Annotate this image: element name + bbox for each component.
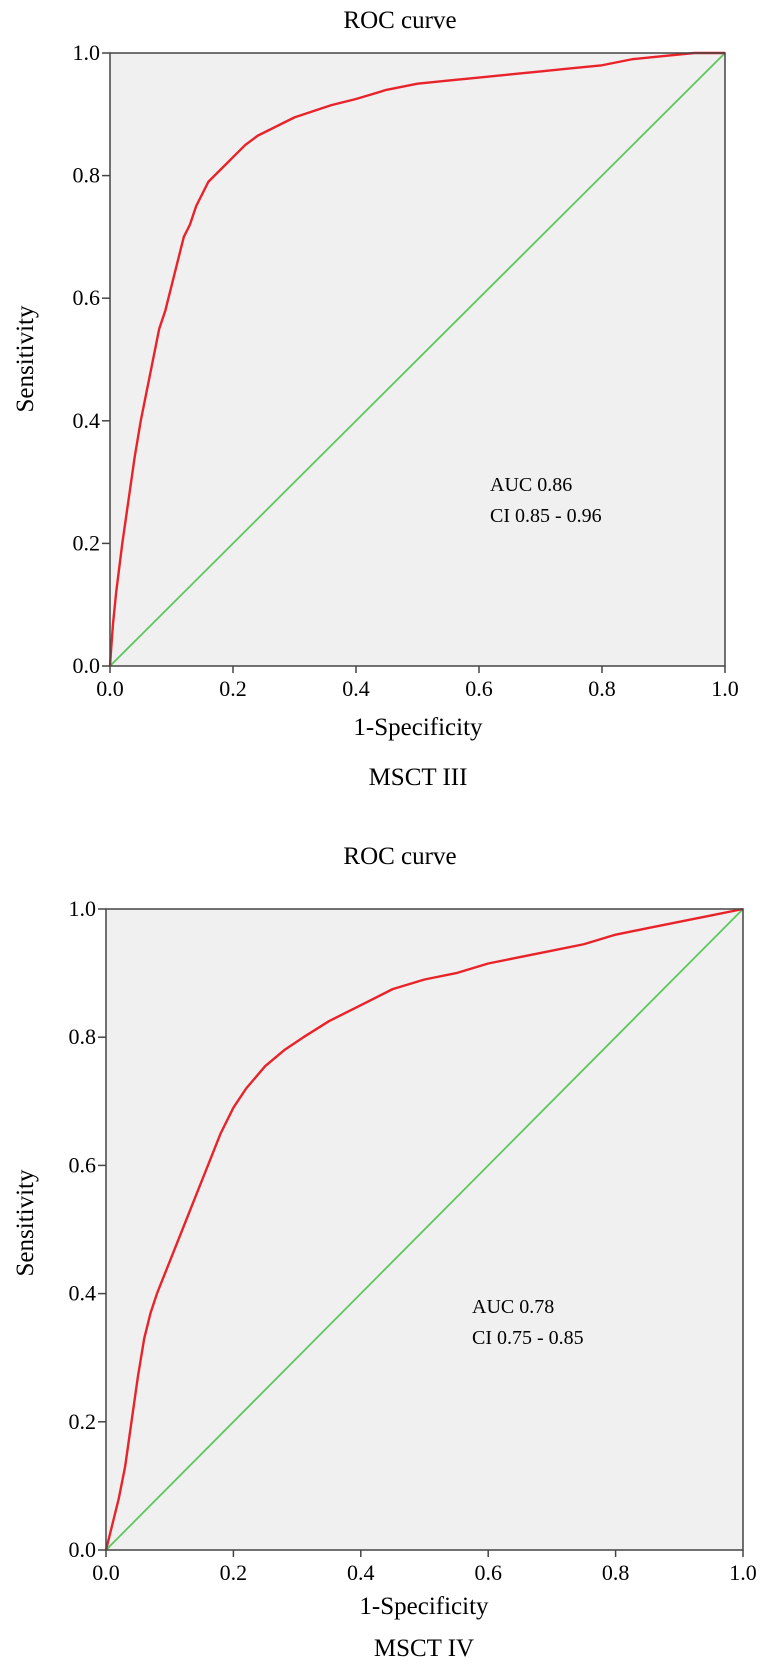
x-tick-label: 0.4 [342,676,370,701]
x-tick-label: 0.4 [347,1560,375,1585]
x-tick-label: 0.8 [602,1560,630,1585]
y-tick-label: 1.0 [73,40,101,65]
y-tick-label: 0.0 [73,653,101,678]
x-tick-label: 1.0 [729,1560,757,1585]
chart-title: ROC curve [343,7,456,34]
chart-caption: MSCT IV [374,1635,474,1662]
reference-line [105,908,744,1551]
reference-line [109,52,726,667]
x-axis-label: 1-Specificity [353,714,483,741]
auc-annotation: AUC 0.86 [490,474,572,496]
x-tick-label: 0.6 [474,1560,502,1585]
y-axis-ticks: 0.0 0.2 0.4 0.6 0.8 1.0 [69,896,106,1562]
roc-curve [108,51,725,667]
y-tick-label: 0.4 [73,408,101,433]
y-axis-label: Sensitivity [12,1169,39,1276]
plot-frame [105,908,744,1551]
roc-chart-msct-iv: ROC curve 0.00.20.40.60.81.0 0.0 0.2 0.4 0.… [12,843,757,1662]
y-axis-label: Sensitivity [12,305,39,412]
chart-title: ROC curve [343,843,456,870]
y-tick-label: 0.6 [73,285,101,310]
x-tick-label: 0.2 [220,1560,248,1585]
x-tick-label: 0.0 [92,1560,120,1585]
x-tick-label: 0.0 [96,676,124,701]
x-axis-ticks: 0.0 0.2 0.4 0.6 0.8 1.0 [96,666,739,701]
y-tick-label: 0.0 [69,1537,97,1562]
y-tick-label: 0.8 [69,1024,97,1049]
y-tick-label: 0.8 [73,163,101,188]
y-tick-label: 0.6 [69,1152,97,1177]
y-tick-label: 0.2 [73,530,101,555]
ci-annotation: CI 0.75 - 0.85 [472,1327,584,1349]
y-tick-label: 1.0 [69,896,97,921]
roc-curve [104,907,744,1551]
x-tick-label: 0.6 [465,676,493,701]
y-tick-label: 0.2 [69,1409,97,1434]
x-axis-ticks: 0.0 0.2 0.4 0.6 0.8 1.0 [92,1550,757,1585]
ci-annotation: CI 0.85 - 0.96 [490,505,602,527]
plot-frame [109,52,726,667]
chart-caption: MSCT III [369,764,468,791]
y-axis-ticks: 0.0 0.2 0.4 0.6 0.8 1.0 [73,40,110,678]
x-axis-label: 1-Specificity [359,1593,489,1620]
auc-annotation: AUC 0.78 [472,1296,554,1318]
roc-chart-msct-iii: ROC curve 0.00.20.40.60.81.0 0.0 0.2 0.4 0.… [12,7,739,791]
x-tick-label: 0.8 [588,676,616,701]
x-tick-label: 1.0 [711,676,739,701]
x-tick-label: 0.2 [219,676,247,701]
y-tick-label: 0.4 [69,1281,97,1306]
